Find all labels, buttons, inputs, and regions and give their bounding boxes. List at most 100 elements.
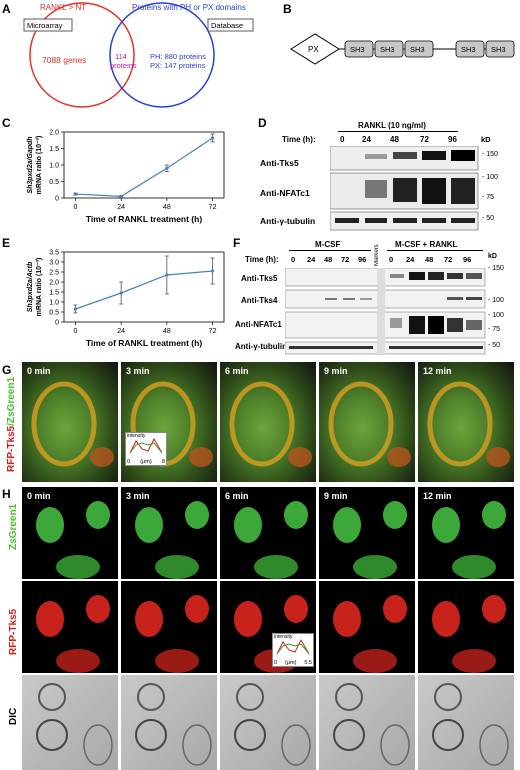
sh3-domain-3 — [404, 40, 434, 58]
blot-d-time: 0 — [340, 135, 345, 144]
cell-blob — [185, 501, 209, 529]
y-axis-label-line1: Sh3pxd2a/Gapdh — [27, 136, 34, 193]
x-tick-label: 24 — [117, 204, 125, 211]
blot-d-time-label: Time (h): — [282, 135, 316, 144]
sh3-domain-5 — [485, 40, 515, 58]
cell-ring — [427, 381, 493, 467]
cell-blob — [254, 555, 298, 579]
blot-d-marker: - 100 — [482, 174, 498, 181]
blot-f-marker: - 100 — [488, 312, 504, 319]
blot-d-time: 48 — [390, 135, 399, 144]
cell-blob — [185, 595, 209, 623]
x-tick-label: 48 — [163, 328, 171, 335]
blot-f-time: 72 — [444, 255, 453, 264]
blot-d-times: 0 24 48 72 96 — [338, 135, 478, 145]
blot-f-time: 48 — [324, 255, 333, 264]
line-scan-red — [129, 437, 163, 454]
cell-blob — [86, 501, 110, 529]
y-tick-label: 1.0 — [49, 163, 59, 170]
cell-image — [432, 595, 506, 673]
inset-xaxis: 0 (μm) 8 — [127, 459, 165, 465]
x-tick-label: 0 — [73, 328, 77, 335]
cell-image — [36, 683, 113, 766]
time-label: 6 min — [225, 491, 249, 501]
data-point — [210, 136, 215, 140]
cell-image — [234, 683, 311, 766]
cell-outline — [434, 683, 462, 711]
sh3-label-3: SH3 — [410, 45, 425, 54]
sh3-domain-4 — [455, 40, 485, 58]
y-tick-label: 0 — [55, 196, 59, 203]
cell-blob — [432, 601, 460, 637]
cell-outline — [333, 719, 365, 751]
blot-f-times-1: 0 24 48 72 96 — [289, 255, 379, 265]
cell-blob — [333, 507, 361, 543]
blot-f-times-2: 0 24 48 72 96 — [387, 255, 487, 265]
blot-f-time: 48 — [425, 255, 434, 264]
inset-ylabel: intensity — [274, 634, 293, 640]
px-domain-label: PX — [308, 45, 319, 54]
venn-left-box — [23, 18, 73, 32]
cell-outline — [83, 724, 113, 766]
microscopy-frame: intensity 0 (μm) 5.5 — [220, 581, 316, 673]
blot-f-membrane — [285, 268, 486, 355]
blot-f-time: 96 — [358, 255, 367, 264]
data-point — [165, 166, 169, 170]
blot-f-group1: M-CSF — [315, 240, 341, 249]
microscopy-frame: 9 min — [319, 362, 415, 482]
blot-d-treatment: RANKL (10 ng/ml) — [358, 121, 426, 130]
cell-image — [432, 501, 506, 579]
blot-f-group2: M-CSF + RANKL — [395, 240, 458, 249]
blot-d-row-label: Anti-γ-tubulin — [260, 216, 316, 226]
sh3-label-4: SH3 — [461, 45, 476, 54]
cell-outline — [36, 719, 68, 751]
venn-right-box — [207, 18, 254, 32]
cell-blob — [36, 601, 64, 637]
blot-d-marker: - 50 — [482, 215, 495, 222]
cell-blob — [36, 507, 64, 543]
blot-f-group2-line — [387, 250, 483, 251]
line-scan-inset: intensity 0 (μm) 8 — [125, 432, 167, 466]
cell-ring — [328, 381, 394, 467]
cell-blob — [288, 447, 312, 467]
data-point — [119, 291, 123, 295]
blot-d-marker: - 150 — [482, 151, 498, 158]
panel-g-side-green: /ZsGreen1 — [6, 376, 17, 426]
sh3-domain-2 — [374, 40, 404, 58]
blot-f-marker: - 75 — [488, 326, 501, 333]
blot-d-time: 24 — [362, 135, 371, 144]
blot-f-row-label: Anti-Tks5 — [241, 274, 278, 283]
cell-blob — [234, 601, 262, 637]
cell-image — [135, 501, 209, 579]
sh3-label-2: SH3 — [380, 45, 395, 54]
cell-blob — [486, 447, 510, 467]
venn-right-px: PX: 147 proteins — [150, 61, 206, 70]
y-axis-label-line2: mRNA ratio (10⁻³) — [36, 258, 43, 317]
cell-blob — [155, 649, 199, 673]
microscopy-frame: 0 min — [22, 362, 118, 482]
y-tick-label: 2.5 — [49, 270, 59, 277]
cell-blob — [135, 507, 163, 543]
microscopy-frame: 9 min — [319, 487, 415, 579]
time-label: 9 min — [324, 491, 348, 501]
cell-blob — [56, 649, 100, 673]
sh3-label-1: SH3 — [350, 45, 365, 54]
data-point — [165, 273, 169, 277]
cell-image — [333, 501, 407, 579]
inset-ylabel: intensity — [127, 433, 146, 439]
y-tick-label: 3.5 — [49, 250, 59, 257]
microscopy-frame — [319, 581, 415, 673]
data-point — [210, 269, 215, 273]
time-label: 0 min — [27, 366, 51, 376]
cell-blob — [284, 595, 308, 623]
microscopy-frame — [121, 675, 217, 770]
venn-overlap-unit: proteins — [110, 61, 137, 70]
x-axis-label: Time of RANKL treatment (h) — [86, 214, 203, 224]
px-domain — [290, 33, 340, 65]
panel-label-a: A — [2, 2, 11, 16]
cell-outline — [479, 724, 509, 766]
blot-d-time: 72 — [420, 135, 429, 144]
blot-d-kd: kD — [481, 135, 491, 144]
venn-overlap-count: 114 — [115, 52, 127, 61]
venn-diagram: RANKL > NT Proteins with PH or PX domain… — [23, 2, 254, 108]
